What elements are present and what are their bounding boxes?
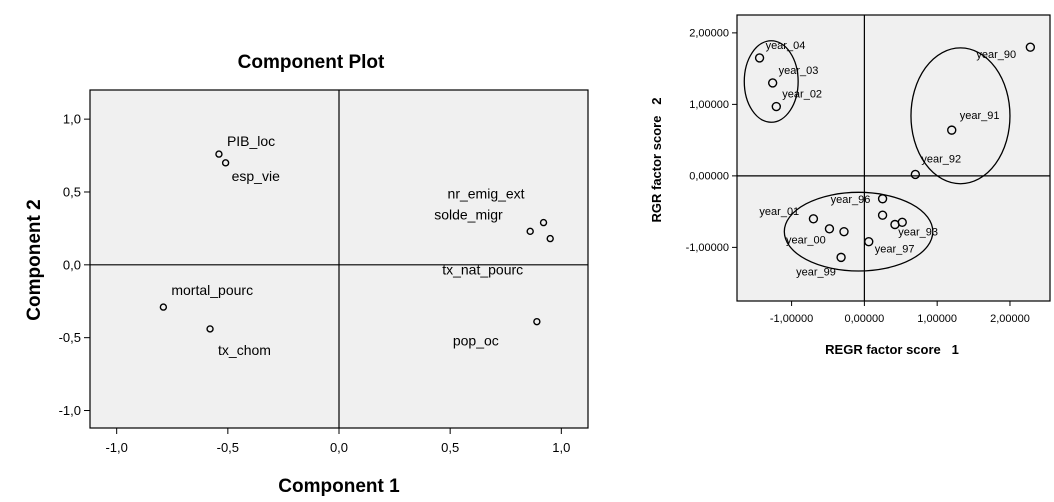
component-point-label: nr_emig_ext	[448, 186, 525, 202]
component-point-label: mortal_pourc	[171, 282, 253, 298]
component-point-label: PIB_loc	[227, 133, 275, 149]
factor-score-data-point	[864, 236, 874, 247]
factor-score-data-point	[890, 219, 900, 230]
factor-score-data-point	[824, 224, 835, 234]
component-point-label: pop_oc	[453, 333, 499, 349]
factor-score-point-label: year_00	[786, 235, 826, 247]
component-point-label: esp_vie	[232, 168, 280, 184]
factor-score-data-point	[836, 252, 846, 263]
component-data-point	[539, 218, 548, 227]
component-y-tick-label: 0,0	[63, 257, 81, 272]
factor-score-point-label: year_90	[976, 49, 1016, 61]
factor-score-point-label: year_04	[766, 40, 806, 52]
factor-score-group-ellipse	[743, 40, 799, 123]
factor-score-group-ellipse	[783, 191, 934, 272]
factor-score-plot: -1,00000 0,00000 1,00000 2,00000 -1,00000 0,0…	[686, 14, 1051, 325]
component-x-tick-label: 0,5	[441, 440, 459, 455]
factor-score-y-axis-label: RGR factor score 2	[649, 98, 664, 223]
component-data-point	[546, 234, 554, 243]
component-plot-x-axis-label: Component 1	[278, 476, 400, 497]
factor-score-point-label: year_91	[960, 110, 1000, 122]
component-point-label: solde_migr	[434, 206, 503, 222]
component-point-label: tx_nat_pourc	[442, 262, 523, 278]
factor-score-point-label: year_03	[779, 65, 819, 77]
component-x-tick-label: 0,0	[330, 440, 348, 455]
factor-score-data-point	[877, 210, 888, 220]
factor-score-data-point	[767, 78, 778, 88]
factor-score-point-label: year_96	[831, 194, 871, 206]
component-data-point	[206, 325, 214, 333]
factor-score-y-tick-label: 0,00000	[689, 171, 729, 183]
component-y-tick-label: -1,0	[59, 403, 81, 418]
factor-score-y-tick-label: -1,00000	[686, 242, 729, 254]
component-point-label: tx_chom	[218, 342, 271, 358]
factor-score-x-tick-label: 0,00000	[845, 313, 885, 325]
factor-score-data-point	[771, 101, 782, 112]
factor-score-x-tick-label: 2,00000	[990, 313, 1030, 325]
factor-score-y-tick-label: 2,00000	[689, 28, 729, 40]
component-data-point	[159, 303, 168, 311]
factor-score-y-tick-label: 1,00000	[689, 99, 729, 111]
factor-score-data-point	[808, 214, 819, 224]
component-x-tick-label: -0,5	[217, 440, 239, 455]
component-data-point	[526, 227, 534, 236]
factor-score-group-ellipse	[910, 47, 1011, 185]
factor-score-plot-area	[736, 14, 1051, 302]
component-x-tick-label: 1,0	[552, 440, 570, 455]
factor-score-point-label: year_93	[898, 226, 938, 238]
factor-score-point-label: year_01	[759, 206, 799, 218]
component-plot: -1,0 -0,5 0,0 0,5 1,0 -1,0 -0,5 0,0 0,5 1,0 PIB_lo…	[59, 89, 589, 455]
component-y-tick-label: 0,5	[63, 185, 81, 200]
factor-score-data-point	[839, 226, 849, 237]
factor-score-x-axis-label: REGR factor score 1	[825, 342, 959, 357]
component-y-tick-label: 1,0	[63, 112, 81, 127]
factor-score-data-point	[877, 194, 888, 204]
factor-score-point-label: year_97	[875, 244, 915, 256]
component-x-tick-label: -1,0	[105, 440, 127, 455]
component-y-tick-label: -0,5	[59, 330, 81, 345]
factor-score-point-label: year_99	[796, 266, 836, 278]
component-plot-y-axis-label: Component 2	[24, 199, 45, 320]
component-plot-title: Component Plot	[238, 52, 385, 73]
factor-score-data-point	[754, 53, 765, 63]
factor-score-data-point	[910, 169, 921, 180]
factor-score-data-point	[1025, 42, 1036, 52]
factor-score-data-point	[947, 125, 957, 135]
component-data-point	[221, 159, 230, 167]
component-data-point	[533, 317, 541, 326]
factor-score-x-tick-label: -1,00000	[770, 313, 813, 325]
factor-score-point-label: year_92	[921, 153, 961, 165]
factor-score-x-tick-label: 1,00000	[917, 313, 957, 325]
component-data-point	[215, 150, 223, 158]
factor-score-point-label: year_02	[782, 89, 822, 101]
